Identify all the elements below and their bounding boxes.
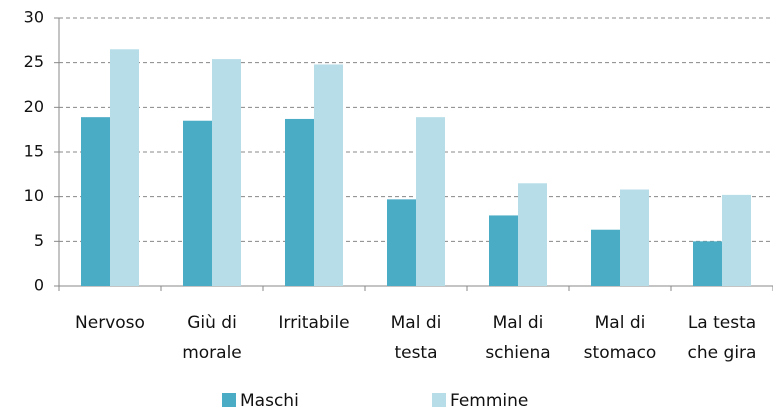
y-tick-label: 25 [24,52,44,71]
bar [489,215,518,286]
x-tick-label: Nervoso [75,313,145,333]
bar [314,64,343,286]
x-tick-label: Mal di [595,313,646,333]
y-tick-label: 15 [24,142,44,161]
bar [387,199,416,286]
bar [81,117,110,286]
bar [285,118,314,287]
x-tick-label: Mal di [493,313,544,333]
x-tick-label: schiena [485,343,550,363]
bar [591,229,620,286]
y-tick-label: 10 [24,186,44,205]
x-tick-label: Giù di [187,313,237,333]
x-tick-label: La testa [688,313,756,333]
x-tick-label: testa [394,343,437,363]
x-tick-label: morale [182,343,242,363]
y-tick-label: 20 [24,97,44,116]
y-tick-label: 0 [34,276,44,295]
x-tick-label: Mal di [391,313,442,333]
bar [518,183,547,286]
x-tick-label: Irritabile [278,313,349,333]
y-tick-label: 5 [34,231,44,250]
y-tick-label: 30 [24,8,44,27]
legend-label: Maschi [240,391,299,411]
bar [183,120,212,286]
x-tick-label: che gira [688,343,757,363]
bar [110,49,139,287]
bar [722,194,751,286]
bar [693,241,722,286]
x-tick-label: stomaco [584,343,657,363]
bar [212,59,241,286]
bar [620,189,649,286]
bar [416,117,445,286]
legend-swatch [432,393,446,407]
legend-label: Femmine [450,391,528,411]
legend-swatch [222,393,236,407]
